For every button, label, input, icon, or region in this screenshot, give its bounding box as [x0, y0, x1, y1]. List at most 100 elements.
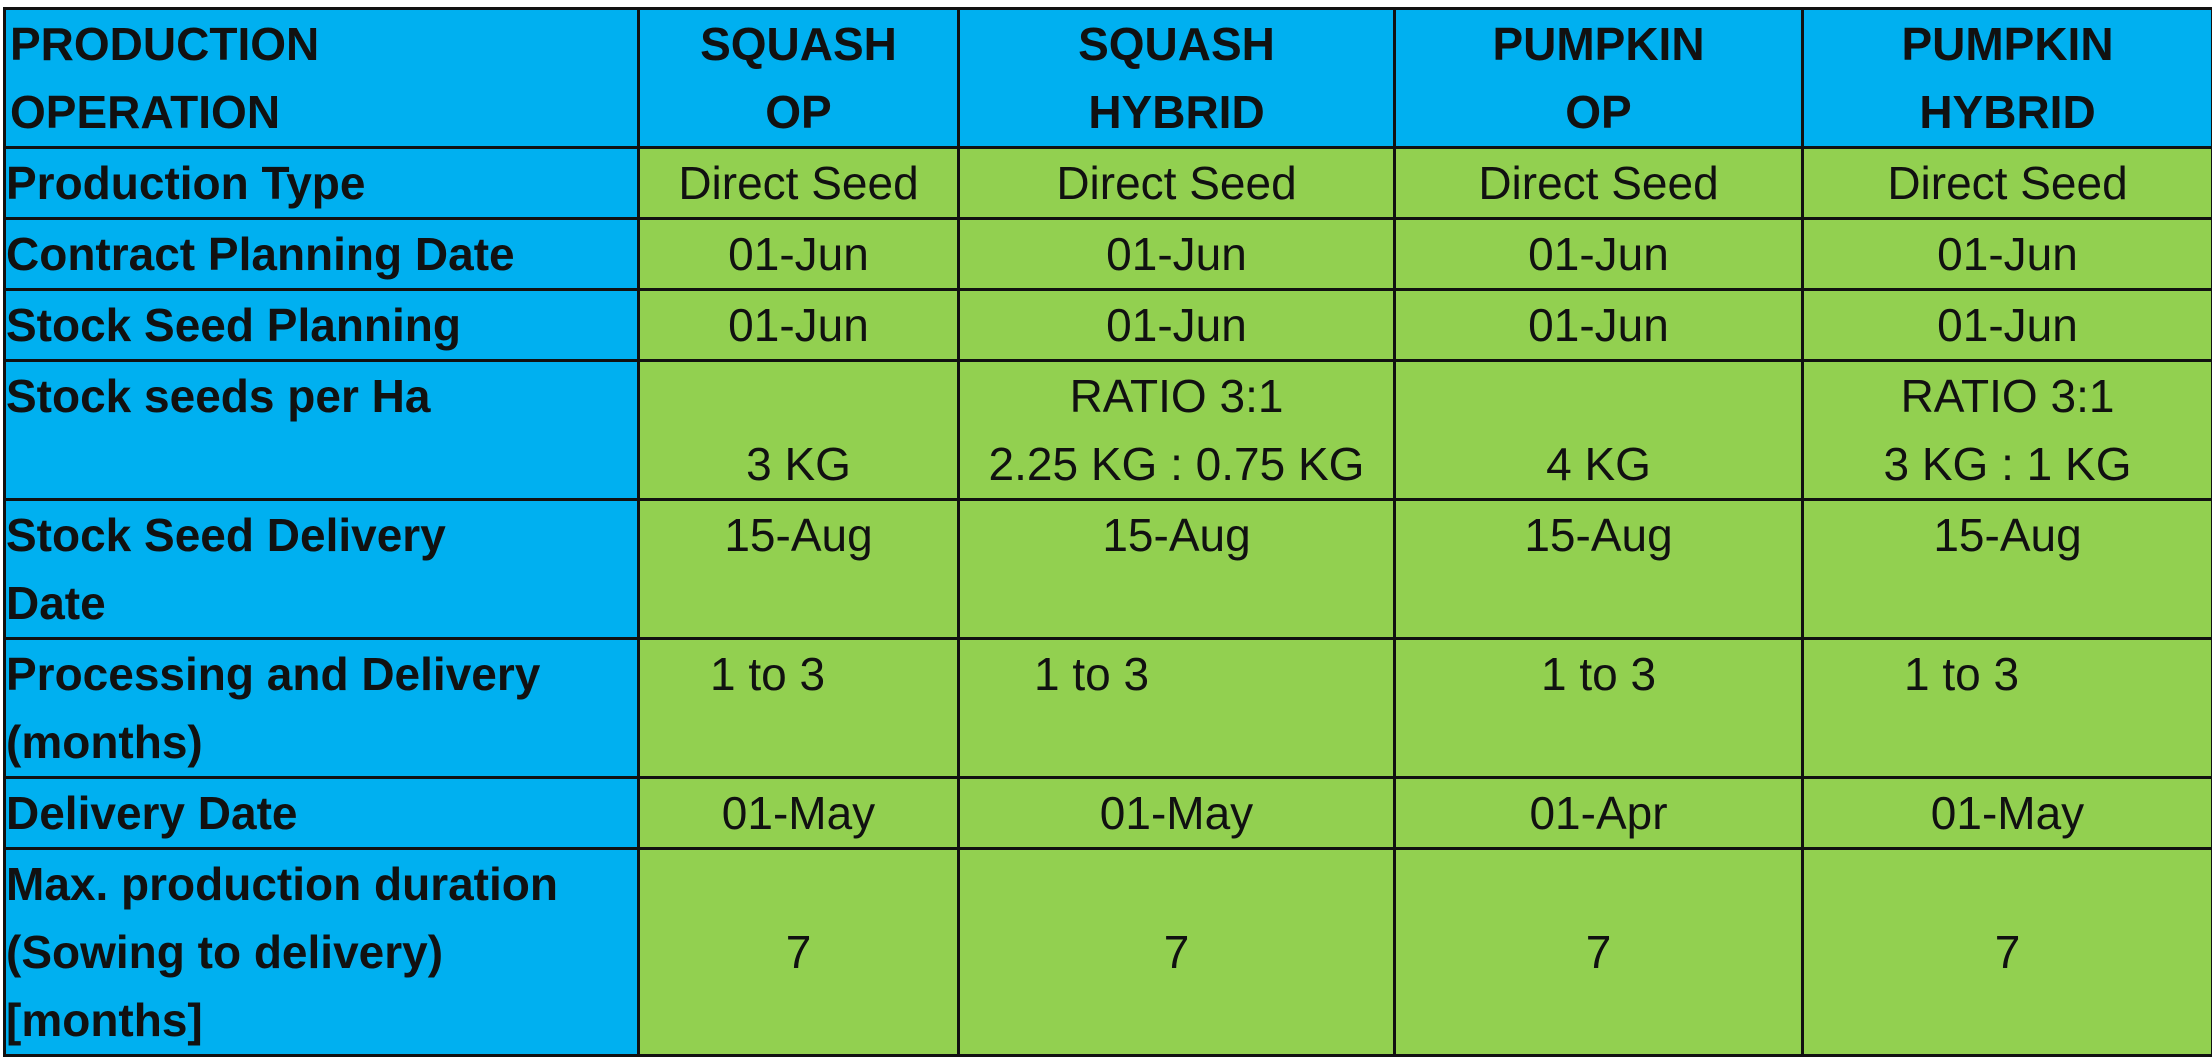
- cell-squash-hybrid: 01-May: [959, 778, 1395, 849]
- row-label-line: Contract Planning Date: [6, 220, 637, 288]
- row-label-line: Stock seeds per Ha: [6, 362, 637, 430]
- cell-squash-op: 3 KG: [639, 361, 959, 500]
- cell-value: 01-May: [1804, 779, 2211, 847]
- header-line: PUMPKIN: [1396, 10, 1801, 78]
- cell-squash-hybrid: Direct Seed: [959, 148, 1395, 219]
- cell-value: 01-Jun: [640, 291, 957, 359]
- cell-squash-op: 01-Jun: [639, 290, 959, 361]
- row-label-line: Max. production duration: [6, 850, 637, 918]
- row-label-line: [months]: [6, 986, 637, 1054]
- cell-value: 7: [1804, 918, 2211, 986]
- row-production-type: Production Type Direct Seed Direct Seed …: [5, 148, 2212, 219]
- row-label-line: (months): [6, 708, 637, 776]
- row-label-line: Stock Seed Planning: [6, 291, 637, 359]
- cell-value: RATIO 3:1: [1804, 362, 2211, 430]
- header-squash-op: SQUASH OP: [639, 9, 959, 148]
- cell-value: RATIO 3:1: [960, 362, 1393, 430]
- row-label: Processing and Delivery (months): [5, 639, 639, 778]
- cell-value: 01-Jun: [1804, 220, 2211, 288]
- header-line: OP: [640, 78, 957, 146]
- cell-value: 01-Jun: [1396, 291, 1801, 359]
- cell-squash-hybrid: 7: [959, 849, 1395, 1056]
- row-label: Stock seeds per Ha: [5, 361, 639, 500]
- cell-squash-op: 01-Jun: [639, 219, 959, 290]
- row-stock-seeds-per-ha: Stock seeds per Ha 3 KG RATIO 3:1 2.25 K…: [5, 361, 2212, 500]
- row-label: Production Type: [5, 148, 639, 219]
- cell-pumpkin-hybrid: 1 to 3: [1803, 639, 2212, 778]
- cell-value: 15-Aug: [960, 501, 1393, 569]
- cell-pumpkin-op: 7: [1395, 849, 1803, 1056]
- cell-squash-hybrid: 01-Jun: [959, 219, 1395, 290]
- cell-squash-hybrid: 01-Jun: [959, 290, 1395, 361]
- cell-value: 01-Jun: [1396, 220, 1801, 288]
- cell-value: 01-Jun: [960, 291, 1393, 359]
- cell-squash-op: Direct Seed: [639, 148, 959, 219]
- cell-squash-op: 15-Aug: [639, 500, 959, 639]
- cell-pumpkin-op: 01-Apr: [1395, 778, 1803, 849]
- cell-pumpkin-hybrid: 7: [1803, 849, 2212, 1056]
- row-delivery-date: Delivery Date 01-May 01-May 01-Apr 01-Ma…: [5, 778, 2212, 849]
- cell-pumpkin-op: 4 KG: [1395, 361, 1803, 500]
- cell-value: 2.25 KG : 0.75 KG: [960, 430, 1393, 498]
- cell-value: Direct Seed: [640, 149, 957, 217]
- cell-squash-hybrid: 1 to 3: [959, 639, 1395, 778]
- cell-squash-hybrid: 15-Aug: [959, 500, 1395, 639]
- cell-value: 3 KG: [640, 430, 957, 498]
- row-stock-seed-delivery-date: Stock Seed Delivery Date 15-Aug 15-Aug 1…: [5, 500, 2212, 639]
- cell-value: 1 to 3: [1904, 640, 2211, 708]
- header-line: OPERATION: [10, 78, 637, 146]
- cell-value: Direct Seed: [960, 149, 1393, 217]
- row-stock-seed-planning: Stock Seed Planning 01-Jun 01-Jun 01-Jun…: [5, 290, 2212, 361]
- cell-pumpkin-hybrid: RATIO 3:1 3 KG : 1 KG: [1803, 361, 2212, 500]
- cell-value: 01-May: [960, 779, 1393, 847]
- cell-value: 01-Jun: [640, 220, 957, 288]
- cell-pumpkin-op: Direct Seed: [1395, 148, 1803, 219]
- cell-value: Direct Seed: [1804, 149, 2211, 217]
- cell-pumpkin-op: 01-Jun: [1395, 219, 1803, 290]
- cell-value: 4 KG: [1396, 430, 1801, 498]
- cell-pumpkin-hybrid: Direct Seed: [1803, 148, 2212, 219]
- cell-value: 1 to 3: [1034, 640, 1393, 708]
- row-label: Contract Planning Date: [5, 219, 639, 290]
- header-line: OP: [1396, 78, 1801, 146]
- cell-squash-op: 01-May: [639, 778, 959, 849]
- cell-squash-hybrid: RATIO 3:1 2.25 KG : 0.75 KG: [959, 361, 1395, 500]
- row-label-line: Delivery Date: [6, 779, 637, 847]
- header-line: SQUASH: [640, 10, 957, 78]
- cell-value: 7: [1396, 918, 1801, 986]
- cell-value: Direct Seed: [1396, 149, 1801, 217]
- cell-value: 3 KG : 1 KG: [1804, 430, 2211, 498]
- header-pumpkin-hybrid: PUMPKIN HYBRID: [1803, 9, 2212, 148]
- row-max-production-duration: Max. production duration (Sowing to deli…: [5, 849, 2212, 1056]
- header-production-operation: PRODUCTION OPERATION: [5, 9, 639, 148]
- cell-value: 15-Aug: [1804, 501, 2211, 569]
- cell-pumpkin-hybrid: 15-Aug: [1803, 500, 2212, 639]
- production-schedule-table: PRODUCTION OPERATION SQUASH OP SQUASH HY…: [3, 7, 2212, 1057]
- cell-pumpkin-op: 1 to 3: [1395, 639, 1803, 778]
- row-label-line: Stock Seed Delivery: [6, 501, 637, 569]
- header-line: PUMPKIN: [1804, 10, 2211, 78]
- header-row: PRODUCTION OPERATION SQUASH OP SQUASH HY…: [5, 9, 2212, 148]
- header-line: PRODUCTION: [10, 10, 637, 78]
- row-label: Delivery Date: [5, 778, 639, 849]
- cell-value: 1 to 3: [710, 640, 957, 708]
- cell-value: 01-May: [640, 779, 957, 847]
- header-pumpkin-op: PUMPKIN OP: [1395, 9, 1803, 148]
- header-squash-hybrid: SQUASH HYBRID: [959, 9, 1395, 148]
- row-label: Stock Seed Planning: [5, 290, 639, 361]
- cell-squash-op: 7: [639, 849, 959, 1056]
- cell-value: 01-Jun: [1804, 291, 2211, 359]
- row-label: Max. production duration (Sowing to deli…: [5, 849, 639, 1056]
- header-line: HYBRID: [960, 78, 1393, 146]
- cell-value: 1 to 3: [1396, 640, 1801, 708]
- header-line: HYBRID: [1804, 78, 2211, 146]
- row-label-line: Date: [6, 569, 637, 637]
- row-label: Stock Seed Delivery Date: [5, 500, 639, 639]
- cell-value: 7: [960, 918, 1393, 986]
- header-line: SQUASH: [960, 10, 1393, 78]
- cell-pumpkin-op: 01-Jun: [1395, 290, 1803, 361]
- row-processing-and-delivery: Processing and Delivery (months) 1 to 3 …: [5, 639, 2212, 778]
- row-label-line: Processing and Delivery: [6, 640, 637, 708]
- cell-pumpkin-hybrid: 01-Jun: [1803, 290, 2212, 361]
- cell-value: 15-Aug: [1396, 501, 1801, 569]
